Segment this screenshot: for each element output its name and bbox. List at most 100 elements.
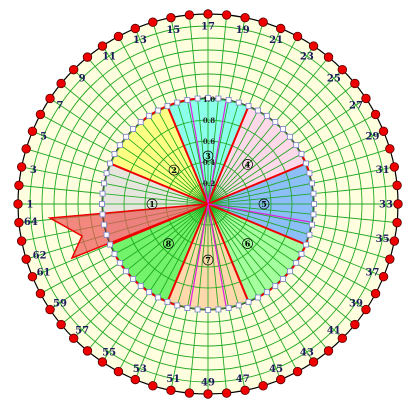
- sector-label-circle: [258, 198, 270, 210]
- outer-dot: [385, 254, 395, 264]
- inner-ring-marker: [225, 305, 232, 311]
- inner-radial-line: [102, 193, 209, 205]
- sector-accent-line: [207, 99, 227, 205]
- inner-ring-marker: [99, 201, 105, 207]
- outer-dot: [378, 126, 389, 136]
- sector-label: 4: [245, 159, 251, 169]
- inner-radial-line: [132, 203, 209, 280]
- grid-ring: [89, 85, 327, 323]
- inner-radial-line: [114, 203, 209, 255]
- inner-ring-marker: [130, 276, 136, 282]
- outer-dot: [184, 388, 195, 398]
- inner-ring-marker: [164, 103, 171, 110]
- inner-ring-marker: [302, 160, 309, 167]
- sector-boundary: [207, 162, 307, 205]
- inner-ring-marker: [205, 307, 211, 313]
- inner-ring-marker: [137, 282, 144, 289]
- inner-ring-marker: [293, 142, 300, 149]
- sector-label-circle: [163, 238, 174, 249]
- outer-dot: [45, 304, 55, 315]
- inner-ring-marker: [272, 282, 279, 289]
- inner-radial-line: [148, 115, 209, 205]
- inner-ring-marker: [194, 95, 201, 102]
- outer-number-label: 37: [365, 268, 379, 279]
- inner-radial-line: [207, 172, 310, 205]
- outer-dot: [166, 385, 176, 396]
- inner-radial-line: [207, 136, 291, 205]
- outer-number-label: 9: [79, 74, 86, 85]
- inner-ring-marker: [286, 268, 293, 275]
- outer-number-label: 53: [133, 364, 147, 375]
- inner-ring-marker: [146, 112, 153, 119]
- inner-radial-line: [207, 128, 284, 205]
- outer-dot: [97, 357, 108, 367]
- outer-number-label: 35: [376, 234, 390, 245]
- outer-dot: [35, 288, 46, 299]
- inner-radial-line: [207, 203, 240, 306]
- outer-dot: [130, 23, 140, 34]
- inner-ring-marker: [174, 99, 181, 106]
- outer-dot: [361, 93, 371, 104]
- outer-dot: [68, 333, 79, 344]
- outer-dot: [113, 31, 124, 42]
- outer-dot: [392, 180, 402, 191]
- sector-boundary: [207, 203, 250, 303]
- outer-number-label: 15: [166, 25, 180, 36]
- inner-radial-line: [207, 203, 276, 287]
- outer-dot: [148, 381, 158, 391]
- outer-number-label: 39: [349, 298, 363, 309]
- inner-ring-marker: [103, 231, 110, 238]
- outer-number-label: 21: [269, 35, 283, 46]
- outer-dot: [385, 144, 395, 154]
- grid-ring: [29, 25, 387, 383]
- inner-radial-line: [207, 98, 219, 205]
- grid-ring: [77, 73, 339, 335]
- outer-number-label: 27: [349, 101, 363, 112]
- outer-dot: [14, 217, 24, 228]
- inner-ring: [144, 140, 272, 268]
- scale-label: 0.8: [203, 116, 215, 125]
- inner-ring-marker: [298, 251, 305, 257]
- sector-label: 1: [149, 199, 155, 209]
- inner-ring-marker: [280, 276, 286, 282]
- outer-dot: [276, 23, 286, 34]
- inner-ring-marker: [311, 201, 317, 207]
- inner-ring: [123, 119, 293, 289]
- outer-dot: [258, 17, 268, 27]
- outer-dot: [221, 388, 232, 398]
- outer-number-label: 25: [327, 74, 341, 85]
- sector-label-circle: [242, 238, 253, 249]
- grid-ring: [65, 61, 351, 347]
- grid-ring: [53, 49, 363, 359]
- inner-radial-line: [207, 144, 297, 205]
- inner-ring-marker: [101, 180, 107, 187]
- outer-dot: [27, 272, 38, 282]
- inner-ring-marker: [235, 302, 242, 309]
- outer-number-label: 51: [166, 374, 180, 385]
- inner-radial-line: [207, 203, 284, 280]
- outer-dot: [68, 64, 79, 75]
- inner-ring-marker: [235, 99, 242, 106]
- outer-dot: [308, 357, 319, 367]
- outer-number-label: 62: [33, 251, 47, 262]
- inner-radial-line: [207, 102, 240, 205]
- outer-number-label: 33: [379, 200, 393, 211]
- inner-radial-line: [119, 203, 209, 264]
- outer-dot: [21, 144, 31, 154]
- inner-ring-marker: [310, 211, 317, 218]
- inner-ring-marker: [194, 306, 201, 313]
- inner-radial-line: [207, 193, 314, 205]
- inner-ring: [186, 182, 230, 226]
- inner-ring-marker: [215, 306, 222, 313]
- outer-number-label: 57: [75, 325, 89, 336]
- sector-label-circle: [202, 150, 214, 162]
- outer-dot: [203, 389, 213, 399]
- inner-radial-line: [106, 172, 209, 205]
- outer-dot: [148, 17, 158, 27]
- outer-dot: [393, 199, 403, 209]
- inner-ring-marker: [205, 95, 211, 101]
- outer-dot: [113, 366, 124, 377]
- sector-accent-line: [207, 203, 313, 223]
- inner-radial-line: [207, 203, 291, 272]
